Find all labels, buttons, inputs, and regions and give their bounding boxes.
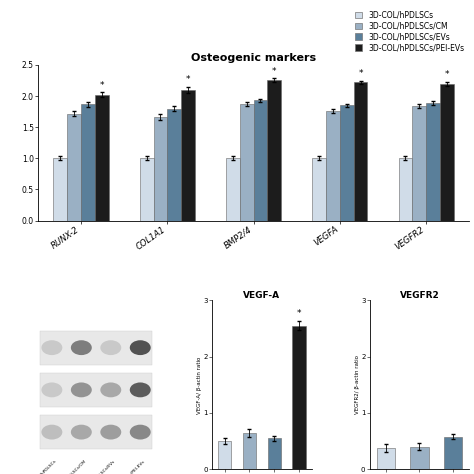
Bar: [67, 114, 81, 220]
Text: *: *: [297, 310, 301, 319]
Ellipse shape: [130, 383, 151, 397]
Ellipse shape: [130, 425, 151, 439]
Bar: [54, 158, 67, 220]
Bar: [243, 433, 256, 469]
Bar: [240, 104, 254, 220]
Text: *: *: [272, 66, 276, 75]
Text: 3D-COL/hPDLSCs/CM: 3D-COL/hPDLSCs/CM: [53, 459, 87, 474]
Ellipse shape: [71, 425, 92, 439]
Bar: [254, 100, 267, 220]
Text: 3D-COL/hPDLSCs/PEI-EVs: 3D-COL/hPDLSCs/PEI-EVs: [105, 459, 146, 474]
Title: VEGFR2: VEGFR2: [400, 291, 439, 300]
Title: VEGF-A: VEGF-A: [243, 291, 281, 300]
Text: *: *: [358, 69, 363, 78]
Bar: [354, 82, 367, 220]
Bar: [181, 90, 195, 220]
Ellipse shape: [41, 383, 63, 397]
Bar: [412, 106, 426, 220]
Ellipse shape: [41, 425, 63, 439]
Bar: [267, 438, 281, 469]
Bar: [426, 103, 440, 220]
Bar: [399, 158, 412, 220]
Text: 3D-COL/hPDLSCs: 3D-COL/hPDLSCs: [29, 459, 58, 474]
Bar: [40, 373, 152, 407]
Bar: [377, 448, 395, 469]
Ellipse shape: [100, 425, 121, 439]
Ellipse shape: [100, 383, 121, 397]
Bar: [410, 447, 428, 469]
Text: *: *: [186, 75, 190, 84]
Bar: [312, 158, 326, 220]
Bar: [440, 84, 454, 220]
Bar: [267, 80, 281, 220]
Y-axis label: VEGFR2/ β-actin ratio: VEGFR2/ β-actin ratio: [355, 356, 360, 414]
Ellipse shape: [130, 340, 151, 355]
Y-axis label: VEGF-A/ β-actin ratio: VEGF-A/ β-actin ratio: [197, 356, 202, 413]
Text: *: *: [445, 70, 449, 79]
Bar: [444, 437, 462, 469]
Ellipse shape: [71, 340, 92, 355]
Bar: [81, 104, 95, 220]
Text: *: *: [100, 81, 104, 90]
Bar: [95, 95, 109, 220]
Ellipse shape: [71, 383, 92, 397]
Bar: [154, 117, 167, 220]
Bar: [340, 105, 354, 220]
Ellipse shape: [100, 340, 121, 355]
Bar: [167, 109, 181, 220]
Bar: [292, 326, 306, 469]
Bar: [326, 111, 340, 220]
Title: Osteogenic markers: Osteogenic markers: [191, 53, 316, 63]
Bar: [140, 158, 154, 220]
Text: 3D-COL/hPDLSCs/EVs: 3D-COL/hPDLSCs/EVs: [81, 459, 117, 474]
Bar: [226, 158, 240, 220]
Bar: [40, 415, 152, 449]
Ellipse shape: [41, 340, 63, 355]
Bar: [218, 441, 231, 469]
Bar: [40, 331, 152, 365]
Legend: 3D-COL/hPDLSCs, 3D-COL/hPDLSCs/CM, 3D-COL/hPDLSCs/EVs, 3D-COL/hPDLSCs/PEI-EVs: 3D-COL/hPDLSCs, 3D-COL/hPDLSCs/CM, 3D-CO…: [354, 9, 465, 53]
